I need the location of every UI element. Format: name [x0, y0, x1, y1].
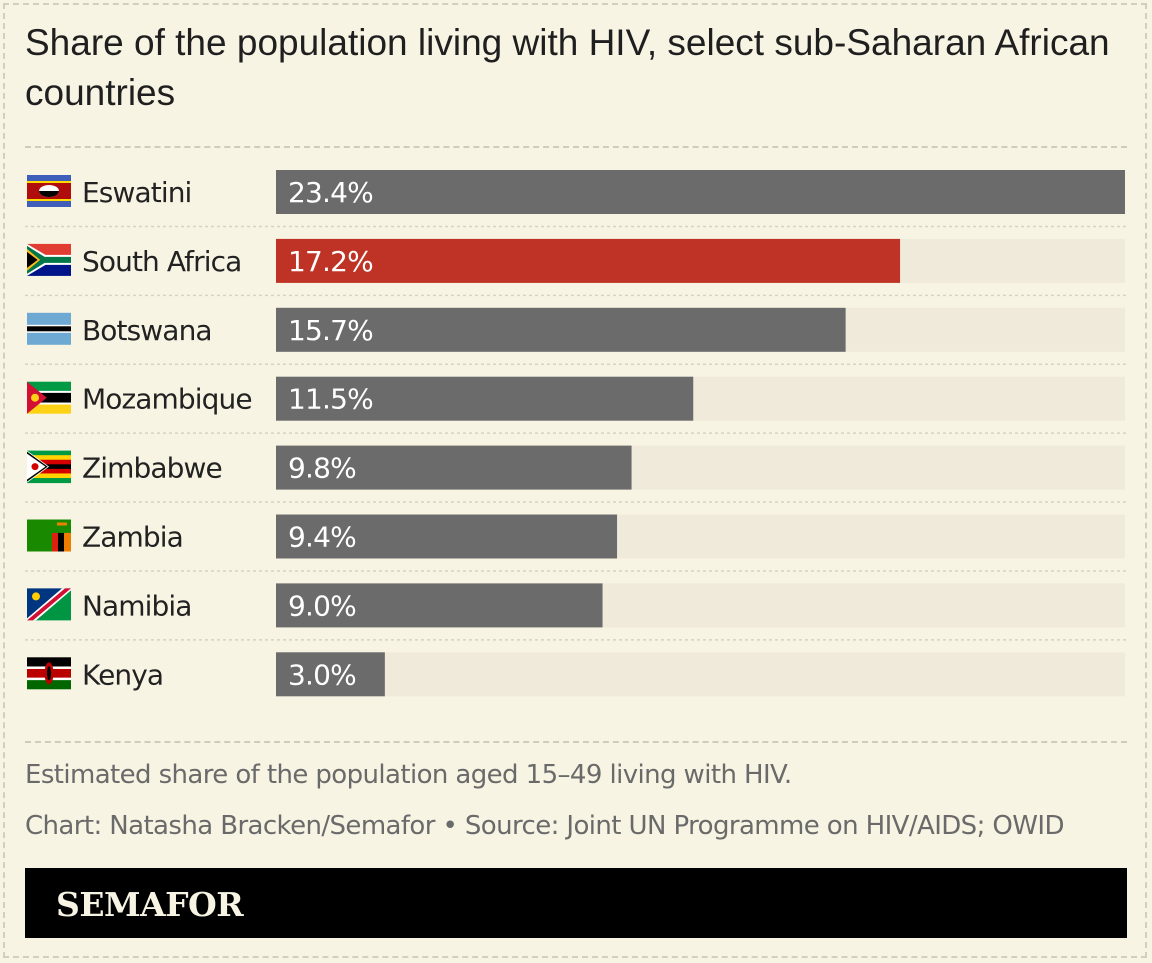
bar-row-kenya: 3.0% Kenya	[27, 652, 1125, 697]
value-label-south-africa: 17.2%	[288, 245, 373, 278]
bar-kenya	[276, 652, 385, 697]
category-label-zimbabwe: Zimbabwe	[82, 452, 222, 485]
top-divider	[25, 146, 1127, 148]
category-label-namibia: Namibia	[82, 589, 192, 622]
category-label-zambia: Zambia	[82, 521, 183, 554]
bar-row-zimbabwe: 9.8% Zimbabwe	[25, 445, 1127, 503]
bar-namibia	[276, 583, 603, 628]
value-label-mozambique: 11.5%	[288, 383, 373, 416]
value-label-kenya: 3.0%	[288, 658, 356, 691]
south-africa-flag-icon	[27, 243, 71, 276]
bar-track-kenya	[276, 652, 1125, 697]
bar-row-eswatini: 23.4% Eswatini	[25, 170, 1127, 228]
chart-frame	[3, 3, 1147, 958]
value-label-zimbabwe: 9.8%	[288, 452, 356, 485]
value-label-namibia: 9.0%	[288, 589, 356, 622]
value-label-zambia: 9.4%	[288, 521, 356, 554]
bar-zimbabwe	[276, 445, 632, 490]
brand-logo: SEMAFOR	[56, 885, 244, 924]
value-label-eswatini: 23.4%	[288, 176, 373, 209]
mozambique-flag-icon	[27, 381, 71, 414]
category-label-mozambique: Mozambique	[82, 383, 252, 416]
category-label-south-africa: South Africa	[82, 245, 241, 278]
chart-description: Estimated share of the population aged 1…	[25, 760, 792, 790]
chart-title: Share of the population living with HIV,…	[25, 22, 1110, 113]
bar-row-botswana: 15.7% Botswana	[25, 307, 1127, 365]
value-label-botswana: 15.7%	[288, 314, 373, 347]
category-label-botswana: Botswana	[82, 314, 212, 347]
bar-zambia	[276, 514, 618, 559]
bar-eswatini	[276, 170, 1125, 214]
bar-mozambique	[276, 376, 694, 421]
category-label-kenya: Kenya	[82, 658, 163, 691]
zambia-flag-icon	[27, 519, 71, 552]
bar-row-namibia: 9.0% Namibia	[25, 583, 1127, 641]
eswatini-flag-icon	[27, 175, 71, 207]
bar-chart: 23.4% Eswatini 17.2% South Africa 15.7% Botsw…	[25, 170, 1127, 697]
category-label-eswatini: Eswatini	[82, 176, 191, 209]
botswana-flag-icon	[27, 312, 71, 345]
chart-credit: Chart: Natasha Bracken/Semafor • Source:…	[25, 811, 1064, 841]
brand-bar: SEMAFOR	[25, 868, 1127, 938]
namibia-flag-icon	[27, 588, 71, 621]
kenya-flag-icon	[27, 657, 71, 690]
bar-row-south-africa: 17.2% South Africa	[25, 238, 1127, 297]
bar-row-mozambique: 11.5% Mozambique	[25, 376, 1127, 434]
bottom-divider	[25, 741, 1127, 743]
bar-row-zambia: 9.4% Zambia	[25, 514, 1127, 572]
bar-south-africa	[276, 238, 901, 283]
bar-botswana	[276, 307, 846, 352]
zimbabwe-flag-icon	[27, 450, 71, 484]
